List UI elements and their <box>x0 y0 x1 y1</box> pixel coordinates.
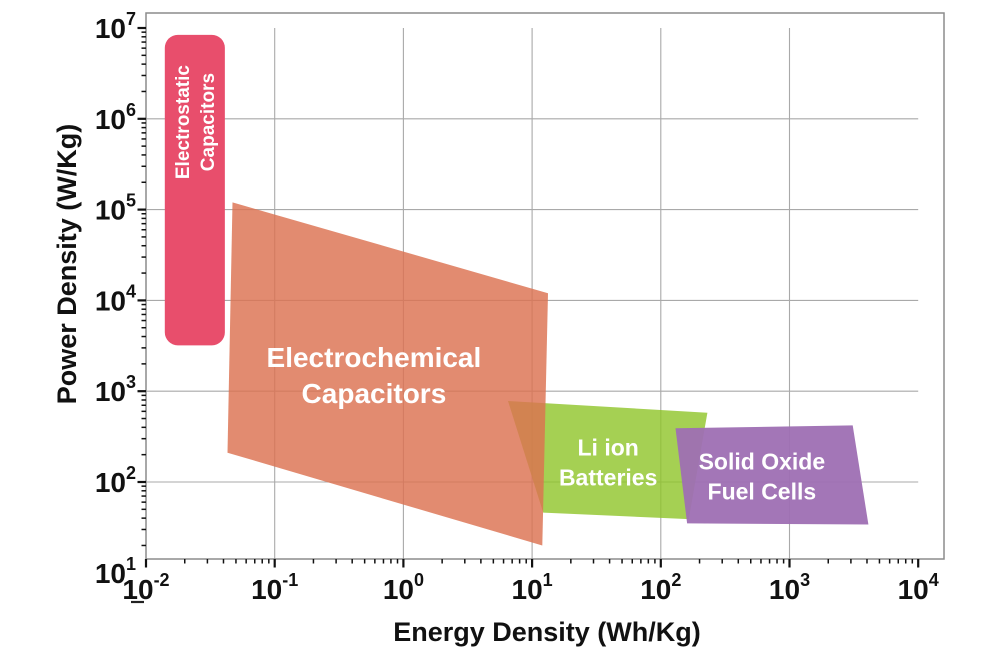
y-axis-title: Power Density (W/Kg) <box>52 124 82 405</box>
y-tick-label-10e4: 104 <box>95 281 136 316</box>
region-solid-oxide-fuel-cells <box>675 425 869 525</box>
x-tick-label-10e1: 101 <box>512 570 553 605</box>
axis-layer: 10-2 10-1 100 101 102 103 10410110210310410510… <box>95 9 945 605</box>
y-tick-label-10e7: 107 <box>95 9 136 44</box>
region-label-electrochemical-capacitors: Electrochemical Capacitors <box>267 342 482 409</box>
x-tick-label-10e3: 103 <box>769 570 810 605</box>
region-label-electrostatic-capacitors: Electrostatic Capacitors <box>173 65 219 179</box>
x-tick-label-10e4: 104 <box>898 570 939 605</box>
y-tick-label-10e2: 102 <box>95 463 136 498</box>
y-tick-label-10e5: 105 <box>95 191 136 226</box>
y-tick-label-10e6: 106 <box>95 100 136 135</box>
region-layer: Li ion Batteries Solid Oxide Fuel Cells Elec… <box>164 34 869 546</box>
x-tick-label-10e-1: 10-1 <box>251 570 298 605</box>
region-label-li-ion-batteries: Li ion Batteries <box>559 434 657 490</box>
region-electrochemical-capacitors <box>227 202 548 546</box>
x-tick-label-10e0: 100 <box>383 570 424 605</box>
region-electrostatic-capacitors <box>164 34 225 346</box>
x-tick-label-10e2: 102 <box>640 570 681 605</box>
plot-frame <box>145 12 945 560</box>
y-tick-label-10e3: 103 <box>95 372 136 407</box>
x-axis-title: Energy Density (Wh/Kg) <box>393 617 701 647</box>
x-tick-label-10e-2: 10-2 <box>122 570 169 605</box>
region-label-solid-oxide-fuel-cells: Solid Oxide Fuel Cells <box>699 449 826 505</box>
region-li-ion-batteries <box>508 401 708 520</box>
